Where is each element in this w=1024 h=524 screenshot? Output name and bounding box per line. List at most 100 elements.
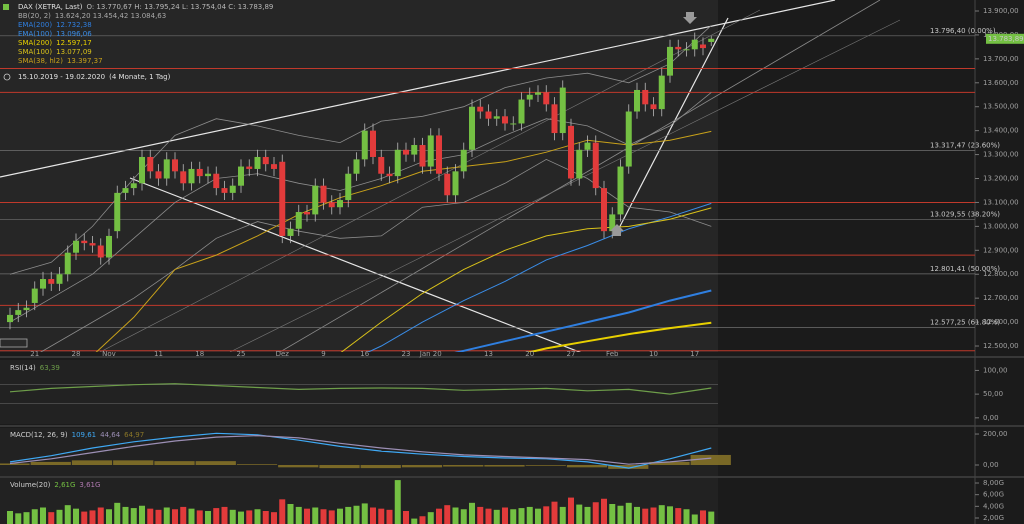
candle-body bbox=[106, 235, 112, 258]
bollinger-band bbox=[9, 25, 712, 275]
legend-entry: EMA(100) 13.096,06 bbox=[18, 30, 92, 38]
candle-body bbox=[394, 149, 401, 177]
y-tick-label: 6,00G bbox=[983, 491, 1004, 499]
candle-body bbox=[40, 279, 46, 289]
volume-bar bbox=[493, 509, 500, 524]
histogram-bar bbox=[401, 465, 443, 468]
fib-label: 13.796,40 (0.00%) bbox=[930, 27, 996, 35]
x-tick-label: 13 bbox=[484, 350, 493, 358]
y-tick-label: 13.600,00 bbox=[983, 79, 1019, 87]
candle-body bbox=[526, 94, 533, 100]
volume-bar bbox=[213, 508, 220, 524]
candle-body bbox=[576, 149, 583, 179]
candle-body bbox=[353, 159, 360, 174]
histogram-bar bbox=[0, 463, 30, 466]
volume-bar bbox=[205, 510, 211, 524]
volume-bar bbox=[229, 509, 236, 524]
candle-body bbox=[568, 125, 574, 179]
volume-bar bbox=[130, 508, 137, 524]
x-tick-label: 17 bbox=[690, 350, 699, 358]
x-tick-label: 9 bbox=[321, 350, 325, 358]
legend-text: 13.397,37 bbox=[67, 57, 103, 65]
histogram-bar bbox=[71, 460, 113, 466]
x-tick-label: 27 bbox=[567, 350, 576, 358]
x-tick-label: Feb bbox=[606, 350, 619, 358]
legend-entry: SMA(100) 13.077,09 bbox=[18, 48, 92, 56]
candle-body bbox=[89, 243, 96, 246]
volume-bar bbox=[691, 514, 698, 524]
candle-body bbox=[97, 245, 104, 258]
candle-body bbox=[403, 149, 409, 155]
histogram-bar bbox=[690, 454, 731, 466]
scroll-handle[interactable] bbox=[0, 338, 28, 348]
candle-body bbox=[469, 106, 475, 150]
volume-bar bbox=[650, 507, 657, 524]
volume-bar bbox=[279, 499, 286, 524]
legend-text: 15.10.2019 - 19.02.2020 bbox=[18, 73, 105, 81]
candle-body bbox=[254, 156, 261, 169]
y-tick-label: 12.800,00 bbox=[983, 270, 1019, 278]
histogram-bar bbox=[278, 465, 319, 468]
candle-body bbox=[419, 145, 426, 167]
last-price-box bbox=[986, 33, 1024, 44]
volume-bar bbox=[163, 507, 170, 524]
legend-text: SMA(38, hl2) bbox=[18, 57, 63, 65]
volume-bar bbox=[477, 506, 484, 524]
y-tick-label: 13.900,00 bbox=[983, 7, 1019, 15]
volume-bar bbox=[73, 508, 79, 524]
volume-bar bbox=[617, 505, 624, 524]
candle-body bbox=[427, 135, 434, 167]
overlay-line bbox=[526, 321, 712, 352]
candle-body bbox=[238, 166, 244, 186]
legend-text: 13.096,06 bbox=[56, 30, 92, 38]
legend-text: 12.597,17 bbox=[56, 39, 92, 47]
x-tick-label: 20 bbox=[525, 350, 534, 358]
histogram-bar bbox=[154, 461, 195, 466]
candle-body bbox=[23, 307, 30, 311]
last-price-label: 13.783,89 bbox=[988, 35, 1024, 43]
candle-body bbox=[584, 142, 591, 150]
histogram-bar bbox=[566, 465, 608, 468]
x-tick-label: 18 bbox=[195, 350, 204, 358]
candle-body bbox=[642, 89, 649, 105]
clock-icon bbox=[3, 73, 11, 81]
legend-text: 13.077,09 bbox=[56, 48, 92, 56]
candle-body bbox=[361, 130, 368, 160]
candle-body bbox=[122, 188, 129, 193]
legend-text: BB(20, 2) bbox=[18, 12, 51, 20]
candle-body bbox=[262, 156, 269, 165]
candle-body bbox=[708, 38, 715, 42]
volume-bar bbox=[40, 507, 46, 524]
histogram-bar bbox=[30, 461, 71, 466]
x-tick-label: 21 bbox=[30, 350, 39, 358]
volume-bar bbox=[304, 508, 310, 524]
volume-bar bbox=[535, 508, 541, 524]
volume-bar bbox=[114, 502, 121, 524]
marker-arrow bbox=[610, 224, 624, 236]
candle-body bbox=[378, 156, 385, 174]
histogram-bar bbox=[236, 464, 278, 466]
candle-body bbox=[81, 240, 88, 244]
candle-body bbox=[477, 106, 484, 112]
candle-body bbox=[485, 111, 492, 119]
y-tick-label: 13.500,00 bbox=[983, 103, 1019, 111]
volume-bar bbox=[601, 498, 607, 524]
x-tick-label: 25 bbox=[237, 350, 246, 358]
rsi-line bbox=[9, 383, 712, 395]
x-tick-label: Dez bbox=[276, 350, 290, 358]
volume-bar bbox=[353, 505, 360, 524]
instrument-icon bbox=[3, 4, 9, 10]
candle-body bbox=[114, 192, 121, 232]
candle-body bbox=[172, 159, 178, 172]
candle-body bbox=[64, 252, 71, 275]
candle-body bbox=[650, 104, 657, 110]
volume-panel bbox=[7, 480, 715, 524]
candle-body bbox=[337, 200, 343, 208]
candle-body bbox=[205, 173, 211, 177]
x-tick-label: 10 bbox=[649, 350, 658, 358]
y-tick-label: 13.400,00 bbox=[983, 127, 1019, 135]
y-tick-label: 13.300,00 bbox=[983, 151, 1019, 159]
y-tick-label: 4,00G bbox=[983, 502, 1004, 510]
